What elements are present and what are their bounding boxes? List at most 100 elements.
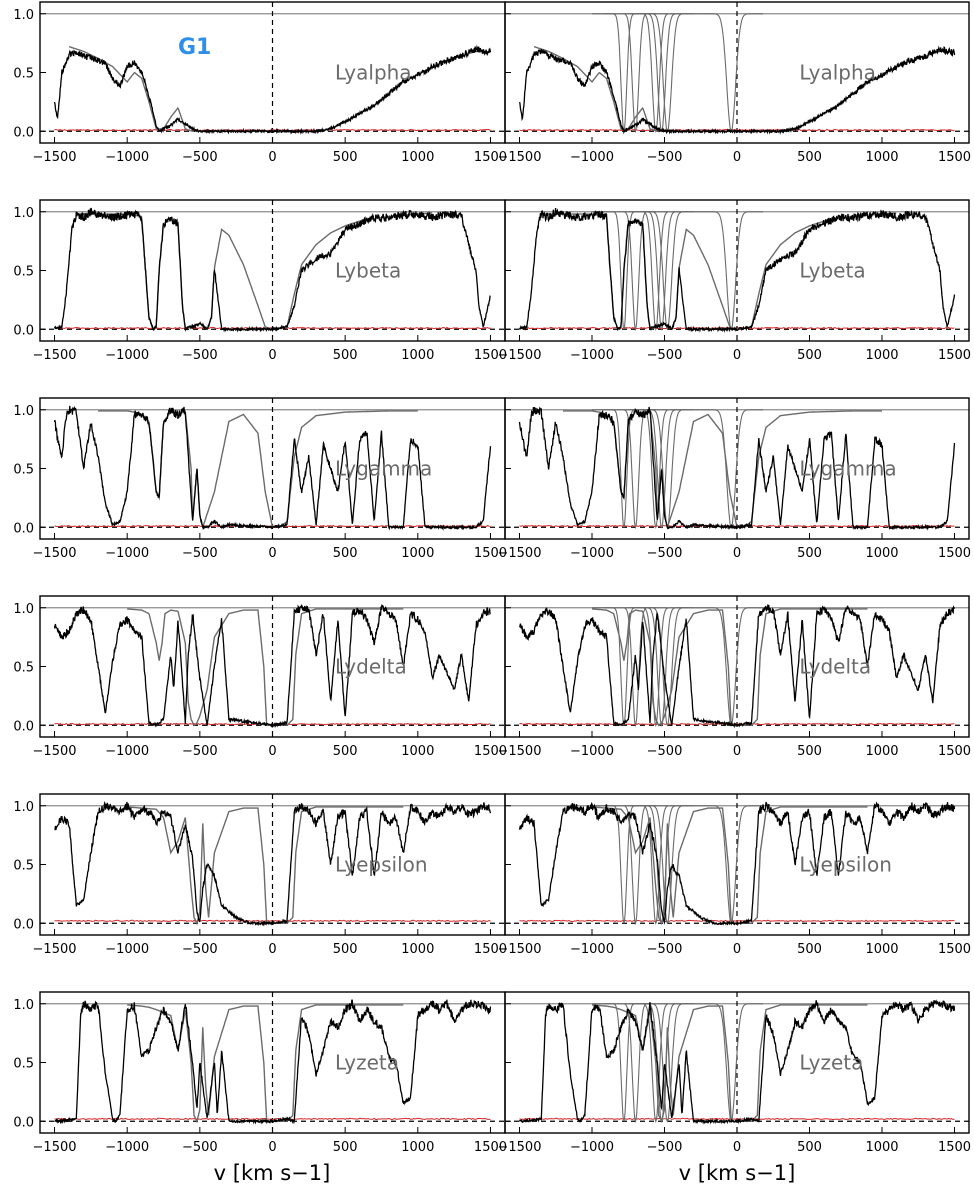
panel-lyalpha-right: −1500 −1000 −500 0 500 1000 1500 Lyalpha (498, 1, 971, 165)
y-tick-label: 0.5 (13, 463, 34, 478)
flux-spectrum (53, 405, 492, 531)
component-profile (699, 1003, 764, 1123)
panel-lybeta-left: −1500 −1000 −500 0 500 1000 1500 0.0 0.5 1.0 Lybet… (13, 199, 507, 363)
x-tick-label: −1500 (498, 150, 542, 165)
x-tick-label: −500 (182, 348, 218, 363)
x-tick-label: −1000 (570, 744, 614, 759)
x-tick-label: −500 (647, 1140, 683, 1155)
x-tick-label: 0 (268, 1140, 276, 1155)
y-tick-label: 1.0 (13, 800, 34, 815)
flux-spectrum (53, 44, 492, 135)
x-axis-label-left: v [km s−1] (214, 1161, 331, 1185)
model-profile (127, 1004, 404, 1124)
x-tick-label: 1500 (938, 348, 971, 363)
line-label: Lyzeta (799, 1051, 863, 1075)
flux-spectrum (518, 45, 956, 135)
x-tick-label: 1500 (474, 546, 507, 561)
x-tick-label: −1000 (105, 348, 149, 363)
group-label: G1 (178, 35, 211, 60)
error-spectrum (54, 919, 491, 923)
x-tick-label: 1000 (401, 546, 434, 561)
component-profile (603, 1003, 668, 1124)
x-tick-label: −1500 (33, 744, 77, 759)
x-tick-label: 1000 (865, 546, 898, 561)
component-profile (699, 607, 764, 727)
x-tick-label: −1500 (498, 348, 542, 363)
x-tick-label: 0 (733, 150, 741, 165)
panel-lybeta-right: −1500 −1000 −500 0 500 1000 1500 Lybeta (498, 199, 971, 363)
x-tick-label: 0 (733, 942, 741, 957)
x-tick-label: 500 (797, 1140, 822, 1155)
flux-spectrum (518, 207, 956, 333)
x-tick-label: −1500 (33, 546, 77, 561)
model-profile (127, 806, 404, 926)
y-tick-label: 0.5 (13, 661, 34, 676)
x-tick-label: 500 (797, 150, 822, 165)
panel-lydelta-left: −1500 −1000 −500 0 500 1000 1500 0.0 0.5 1.0 Lydel… (13, 595, 507, 759)
component-profile (635, 211, 700, 331)
panel-lydelta-right: −1500 −1000 −500 0 500 1000 1500 Lydelta (498, 595, 971, 759)
x-tick-label: 1500 (938, 546, 971, 561)
y-tick-label: 1.0 (13, 404, 34, 419)
x-tick-label: 500 (333, 942, 358, 957)
x-axis-label-right: v [km s−1] (679, 1161, 796, 1185)
x-tick-label: 1000 (401, 1140, 434, 1155)
x-tick-label: −1500 (498, 744, 542, 759)
component-profile (603, 211, 668, 332)
line-label: Lyalpha (799, 61, 876, 85)
panel-lygamma-left: −1500 −1000 −500 0 500 1000 1500 0.0 0.5 1.0 Lygam… (13, 397, 507, 561)
model-profile (68, 46, 491, 132)
panel-lyepsilon-left: −1500 −1000 −500 0 500 1000 1500 0.0 0.5 1.0 Lyeps… (13, 793, 507, 957)
flux-spectrum (518, 801, 956, 927)
error-spectrum (519, 1117, 955, 1121)
model-profile (591, 806, 868, 926)
flux-spectrum (53, 603, 492, 729)
component-profile (635, 805, 700, 925)
x-tick-label: 0 (733, 546, 741, 561)
x-tick-label: −1000 (570, 1140, 614, 1155)
component-profile (592, 409, 656, 528)
x-tick-label: 1500 (474, 744, 507, 759)
x-tick-label: −1500 (33, 348, 77, 363)
panel-lyzeta-right: −1500 −1000 −500 0 500 1000 1500 Lyzeta (498, 991, 971, 1155)
flux-spectrum (54, 800, 492, 927)
x-tick-label: 1500 (938, 744, 971, 759)
x-tick-label: 1000 (865, 942, 898, 957)
x-tick-label: −1500 (33, 1140, 77, 1155)
component-profile (603, 607, 668, 728)
component-profile (635, 1003, 700, 1123)
x-tick-label: −500 (182, 150, 218, 165)
y-tick-label: 0.5 (13, 1057, 34, 1072)
y-tick-label: 1.0 (13, 8, 34, 23)
component-profile (603, 805, 668, 926)
x-tick-label: −1000 (570, 546, 614, 561)
flux-spectrum (54, 999, 492, 1125)
x-tick-label: 1000 (865, 348, 898, 363)
x-tick-label: 1000 (865, 150, 898, 165)
x-tick-label: 1500 (474, 348, 507, 363)
y-tick-label: 0.0 (13, 1115, 34, 1130)
x-tick-label: −1000 (105, 942, 149, 957)
x-tick-label: −1500 (498, 942, 542, 957)
component-profile (699, 805, 764, 925)
x-tick-label: −500 (647, 150, 683, 165)
y-tick-label: 0.0 (13, 323, 34, 338)
x-tick-label: 500 (333, 150, 358, 165)
x-tick-label: 1500 (938, 1140, 971, 1155)
x-tick-label: −1500 (498, 546, 542, 561)
error-spectrum (519, 919, 955, 923)
x-tick-label: 500 (797, 348, 822, 363)
x-tick-label: 500 (797, 546, 822, 561)
y-tick-label: 1.0 (13, 998, 34, 1013)
x-tick-label: 0 (733, 744, 741, 759)
x-tick-label: 0 (733, 1140, 741, 1155)
x-tick-label: 500 (797, 942, 822, 957)
x-tick-label: 1000 (401, 348, 434, 363)
x-tick-label: 1500 (938, 942, 971, 957)
x-tick-label: 1500 (474, 942, 507, 957)
x-tick-label: 500 (333, 546, 358, 561)
x-tick-label: 500 (333, 744, 358, 759)
x-tick-label: 0 (268, 150, 276, 165)
x-tick-label: −500 (182, 942, 218, 957)
line-label: Lyepsilon (335, 853, 428, 877)
